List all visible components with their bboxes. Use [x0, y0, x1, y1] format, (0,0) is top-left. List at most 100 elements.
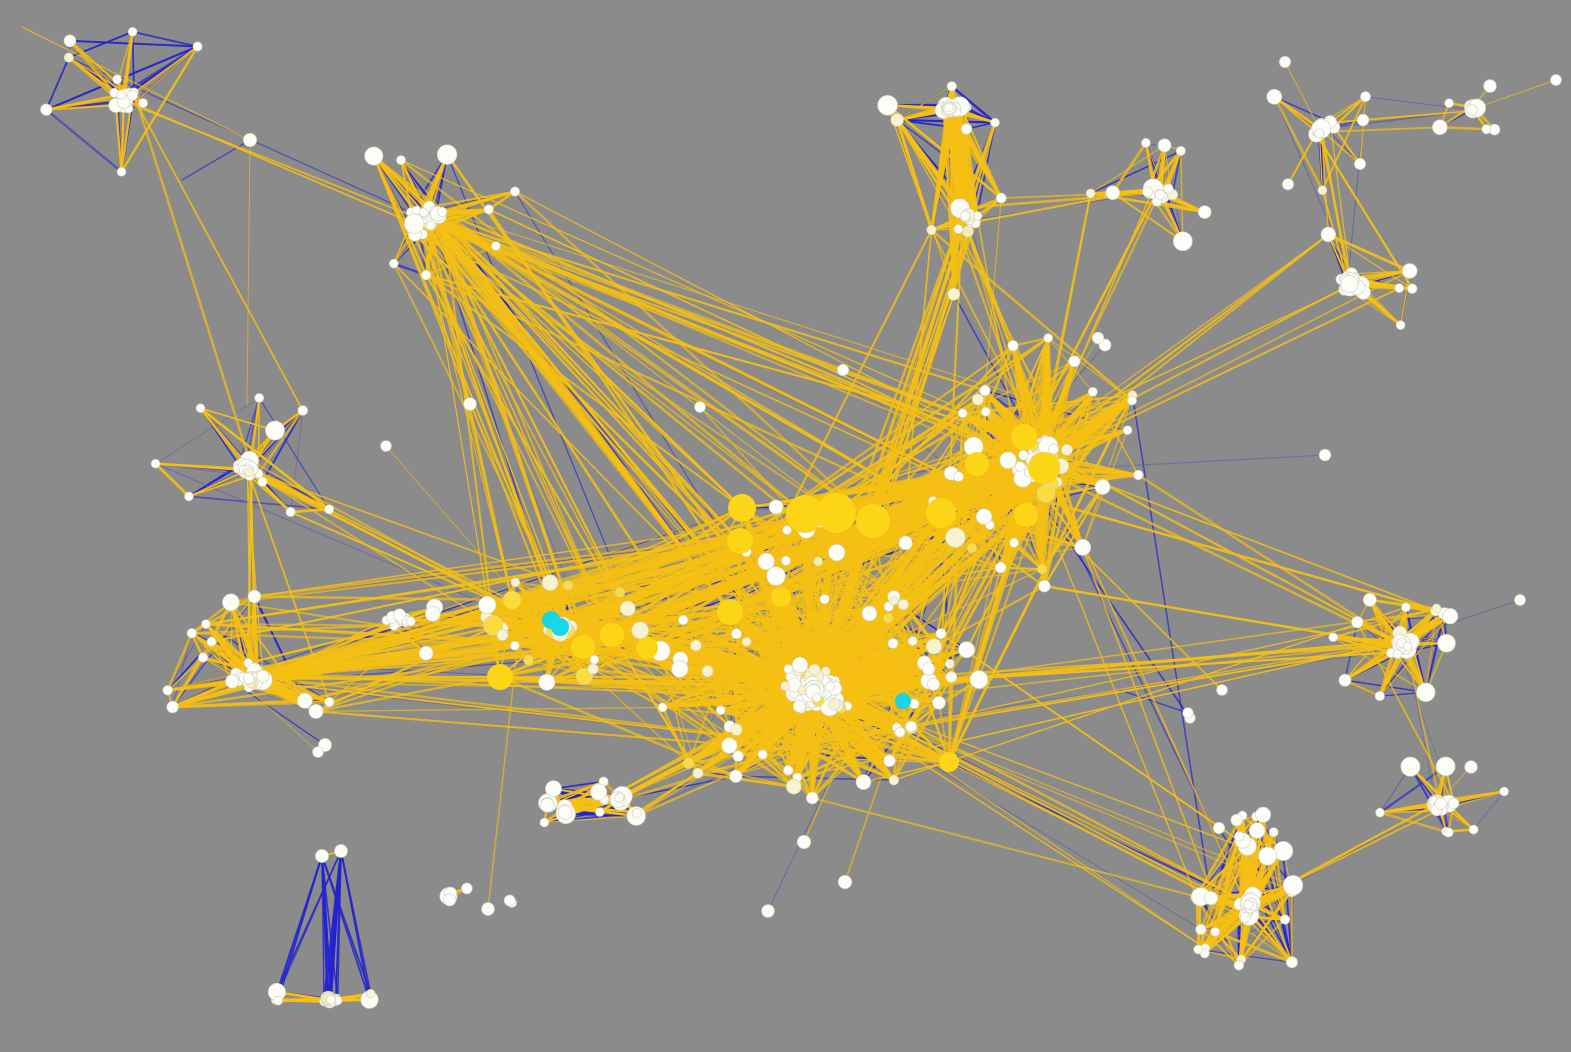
graph-node[interactable]	[1437, 633, 1456, 653]
graph-node[interactable]	[523, 655, 534, 666]
graph-node[interactable]	[1400, 756, 1421, 777]
graph-node[interactable]	[856, 504, 890, 538]
graph-node[interactable]	[551, 618, 569, 636]
graph-node[interactable]	[994, 561, 1007, 574]
graph-node[interactable]	[184, 491, 194, 502]
graph-node[interactable]	[380, 440, 392, 452]
graph-node[interactable]	[1037, 564, 1047, 574]
graph-node[interactable]	[895, 693, 911, 709]
graph-node[interactable]	[589, 654, 600, 665]
graph-node[interactable]	[405, 616, 416, 627]
graph-node[interactable]	[1163, 183, 1174, 194]
graph-node[interactable]	[1036, 484, 1056, 503]
graph-node[interactable]	[730, 723, 743, 736]
graph-node[interactable]	[1122, 425, 1133, 435]
graph-node[interactable]	[127, 27, 138, 37]
graph-node[interactable]	[808, 663, 821, 676]
graph-node[interactable]	[418, 645, 434, 661]
graph-node[interactable]	[1279, 56, 1291, 68]
graph-node[interactable]	[63, 34, 77, 48]
graph-node[interactable]	[483, 204, 494, 215]
graph-node[interactable]	[946, 81, 957, 92]
graph-node[interactable]	[961, 225, 974, 238]
graph-node[interactable]	[1317, 185, 1328, 195]
graph-node[interactable]	[116, 89, 126, 100]
graph-node[interactable]	[883, 613, 894, 623]
graph-node[interactable]	[1395, 320, 1406, 330]
graph-node[interactable]	[575, 668, 593, 685]
graph-node[interactable]	[1203, 890, 1218, 906]
graph-node[interactable]	[935, 628, 947, 640]
graph-node[interactable]	[1074, 539, 1092, 556]
graph-node[interactable]	[1314, 128, 1325, 139]
graph-node[interactable]	[1015, 461, 1026, 472]
graph-node[interactable]	[1354, 157, 1366, 170]
graph-node[interactable]	[1230, 813, 1243, 827]
graph-node[interactable]	[1266, 88, 1283, 105]
graph-node[interactable]	[816, 493, 856, 533]
graph-node[interactable]	[792, 699, 806, 713]
graph-node[interactable]	[837, 874, 853, 890]
graph-node[interactable]	[727, 528, 753, 554]
graph-node[interactable]	[436, 144, 458, 165]
graph-node[interactable]	[837, 364, 849, 376]
graph-node[interactable]	[786, 495, 824, 533]
graph-node[interactable]	[947, 288, 961, 301]
graph-node[interactable]	[242, 672, 255, 684]
graph-node[interactable]	[766, 566, 786, 586]
graph-node[interactable]	[932, 696, 946, 710]
graph-node[interactable]	[692, 767, 704, 779]
graph-node[interactable]	[1142, 186, 1153, 198]
graph-node[interactable]	[1434, 797, 1447, 810]
graph-node[interactable]	[958, 641, 975, 659]
graph-node[interactable]	[1038, 579, 1051, 593]
graph-node[interactable]	[538, 673, 556, 691]
graph-node[interactable]	[138, 98, 148, 108]
graph-node[interactable]	[786, 778, 802, 795]
graph-node[interactable]	[1197, 205, 1212, 219]
graph-node[interactable]	[162, 685, 173, 696]
graph-node[interactable]	[1154, 189, 1166, 201]
graph-node[interactable]	[1248, 822, 1266, 839]
graph-node[interactable]	[503, 591, 521, 609]
graph-node[interactable]	[590, 783, 608, 801]
graph-node[interactable]	[1087, 386, 1098, 397]
graph-node[interactable]	[166, 700, 179, 714]
graph-node[interactable]	[487, 664, 513, 690]
graph-node[interactable]	[796, 834, 812, 850]
graph-node[interactable]	[855, 774, 872, 790]
graph-node[interactable]	[1239, 911, 1251, 923]
graph-node[interactable]	[889, 595, 899, 606]
graph-node[interactable]	[437, 206, 448, 217]
graph-node[interactable]	[783, 765, 794, 776]
graph-node[interactable]	[595, 807, 605, 817]
graph-node[interactable]	[563, 580, 573, 591]
graph-node[interactable]	[967, 543, 977, 553]
graph-node[interactable]	[715, 705, 726, 716]
graph-node[interactable]	[421, 270, 432, 281]
graph-node[interactable]	[631, 621, 649, 640]
graph-node[interactable]	[186, 628, 197, 639]
graph-node[interactable]	[1255, 806, 1272, 823]
graph-node[interactable]	[541, 574, 559, 591]
graph-node[interactable]	[1481, 124, 1492, 135]
graph-node[interactable]	[939, 752, 959, 772]
graph-node[interactable]	[461, 882, 473, 895]
graph-node[interactable]	[636, 637, 658, 659]
graph-node[interactable]	[960, 123, 973, 135]
graph-node[interactable]	[1514, 594, 1526, 606]
graph-node[interactable]	[1061, 444, 1073, 456]
graph-node[interactable]	[883, 754, 896, 767]
graph-node[interactable]	[701, 665, 714, 678]
graph-node[interactable]	[195, 403, 206, 413]
graph-node[interactable]	[957, 408, 968, 418]
graph-node[interactable]	[979, 384, 991, 397]
graph-node[interactable]	[782, 525, 792, 535]
graph-node[interactable]	[1432, 119, 1448, 136]
graph-node[interactable]	[63, 52, 74, 63]
graph-node[interactable]	[1268, 827, 1279, 838]
graph-node[interactable]	[1442, 608, 1459, 625]
graph-node[interactable]	[424, 606, 441, 622]
graph-node[interactable]	[1483, 79, 1497, 93]
